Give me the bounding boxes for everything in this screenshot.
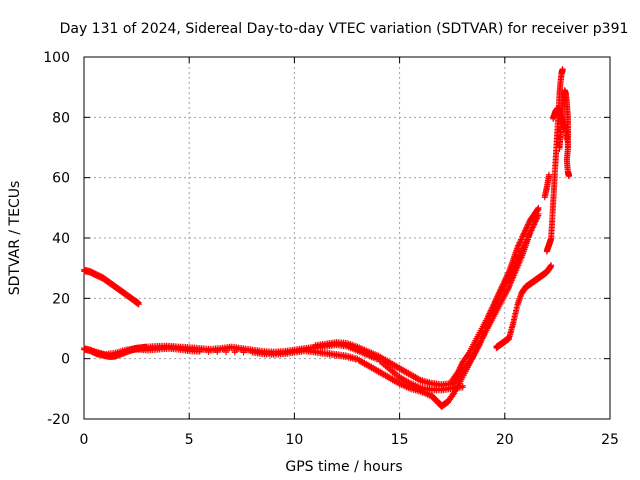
- data-point: [459, 384, 466, 391]
- x-tick-label: 25: [601, 432, 619, 448]
- data-point: [510, 320, 517, 327]
- data-point: [240, 349, 247, 356]
- y-tick-labels: -20 0 20 40 60 80 100: [43, 50, 70, 428]
- data-point: [548, 263, 555, 270]
- series-arc-f: [489, 210, 542, 321]
- data-point: [511, 314, 518, 321]
- series-arc-i: [543, 66, 566, 255]
- y-tick-label: 60: [52, 171, 70, 187]
- y-tick-label: 80: [52, 110, 70, 126]
- data-point: [513, 308, 520, 315]
- x-tick-label: 5: [185, 432, 194, 448]
- data-point: [460, 358, 467, 365]
- series-arc-c: [91, 316, 494, 410]
- series-arc-g: [493, 262, 555, 352]
- data-point: [231, 349, 238, 356]
- series-arc-h: [541, 171, 552, 201]
- x-tick-label: 20: [496, 432, 514, 448]
- grid-lines: [84, 57, 610, 419]
- series-arc-a-upper: [81, 266, 142, 308]
- y-tick-label: 40: [52, 231, 70, 247]
- data-markers: [81, 66, 572, 410]
- x-tick-label: 10: [285, 432, 303, 448]
- x-tick-label: 0: [80, 432, 89, 448]
- y-tick-label: -20: [47, 412, 70, 428]
- data-point: [205, 348, 212, 355]
- data-point: [565, 173, 572, 180]
- y-tick-label: 0: [61, 352, 70, 368]
- series-arc-k: [550, 105, 570, 143]
- y-axis-title: SDTVAR / TECUs: [7, 181, 23, 296]
- x-tick-labels: 0 5 10 15 20 25: [80, 432, 619, 448]
- data-point: [510, 317, 517, 324]
- axis-ticks: [83, 56, 611, 420]
- series-arc-d: [312, 228, 534, 389]
- data-point: [513, 305, 520, 312]
- x-tick-label: 15: [391, 432, 409, 448]
- data-point: [467, 358, 474, 365]
- series-arc-j: [556, 87, 572, 180]
- x-axis-title: GPS time / hours: [285, 459, 402, 475]
- data-point: [196, 348, 203, 355]
- y-tick-label: 100: [43, 50, 70, 66]
- chart-title: Day 131 of 2024, Sidereal Day-to-day VTE…: [60, 21, 629, 37]
- data-point: [535, 212, 542, 219]
- data-point: [563, 136, 570, 143]
- data-point: [512, 311, 519, 318]
- data-point: [545, 173, 552, 180]
- data-point: [214, 349, 221, 356]
- data-point: [135, 301, 142, 308]
- data-point: [223, 349, 230, 356]
- data-point: [559, 67, 566, 74]
- y-tick-label: 20: [52, 291, 70, 307]
